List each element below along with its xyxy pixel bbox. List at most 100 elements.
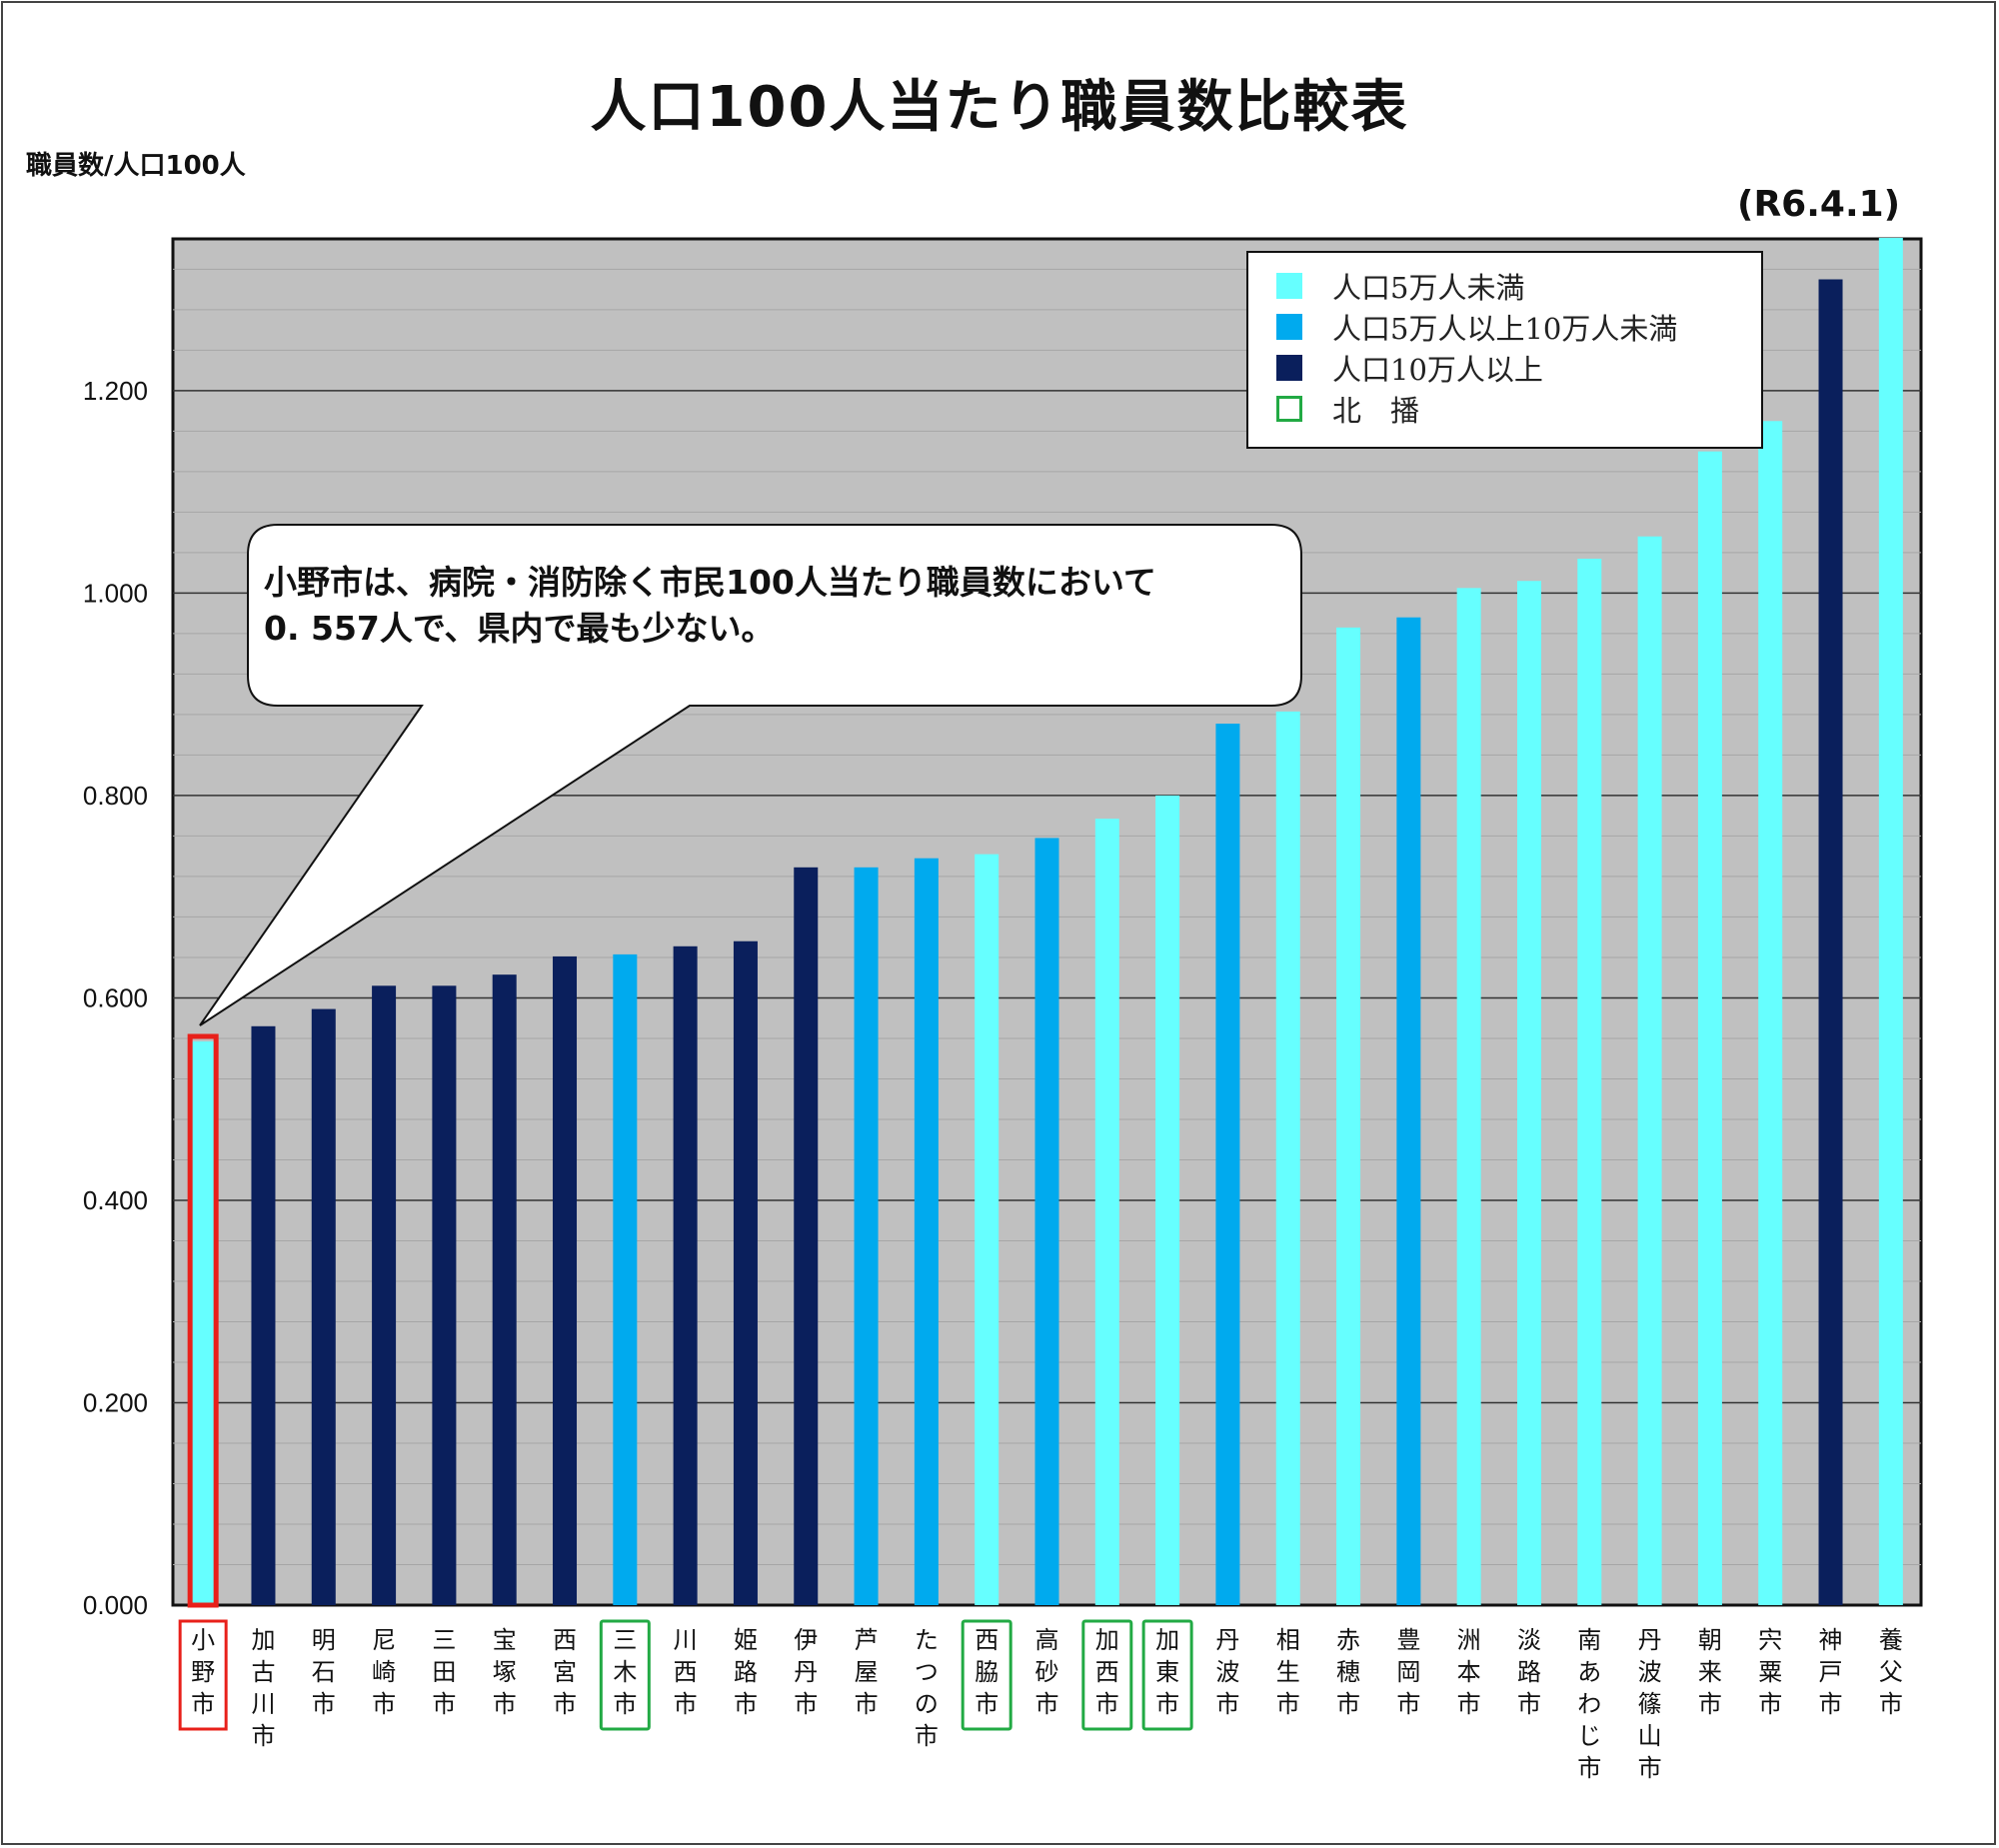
x-tick-char: 波	[1638, 1658, 1662, 1686]
x-tick-char: 穂	[1336, 1658, 1360, 1686]
x-tick-char: 木	[613, 1658, 637, 1686]
x-tick-char: 来	[1698, 1658, 1722, 1686]
bar	[432, 985, 457, 1605]
x-tick-char: た	[915, 1626, 939, 1654]
x-tick-char: 市	[432, 1690, 456, 1718]
x-tick-char: 市	[975, 1690, 999, 1718]
legend-swatch-hokuban	[1276, 395, 1302, 422]
hokuban-outline	[1141, 1619, 1193, 1731]
bar	[613, 953, 638, 1605]
x-tick-char: 西	[975, 1626, 999, 1654]
bar	[733, 940, 758, 1605]
x-tick-char: 小	[191, 1626, 215, 1654]
x-tick-char: 田	[432, 1658, 456, 1686]
y-axis-ticks: 0.000 0.200 0.400 0.600 0.800 1.000 1.200	[83, 376, 148, 1620]
y-tick-label: 0.800	[83, 781, 148, 811]
bar	[251, 1025, 276, 1605]
legend-swatch-large	[1276, 354, 1302, 381]
x-tick-char: 洲	[1457, 1626, 1481, 1654]
x-tick-char: 伊	[794, 1626, 818, 1654]
x-tick-char: 加	[251, 1626, 275, 1654]
bar	[1456, 588, 1481, 1605]
bar	[1758, 421, 1783, 1606]
x-tick-char: 東	[1155, 1658, 1179, 1686]
x-tick-char: 市	[312, 1690, 336, 1718]
x-tick-char: 戸	[1819, 1658, 1843, 1686]
bar	[794, 867, 819, 1605]
x-tick-char: 市	[493, 1690, 517, 1718]
x-tick-char: 加	[1095, 1626, 1119, 1654]
bar	[191, 1040, 216, 1605]
y-tick-label: 0.200	[83, 1387, 148, 1417]
x-tick-char: 塚	[493, 1658, 517, 1686]
x-tick-char: 市	[553, 1690, 577, 1718]
x-tick-char: 市	[915, 1722, 939, 1750]
x-tick-char: 市	[1396, 1690, 1420, 1718]
x-axis-labels: 小野市加古川市明石市尼崎市三田市宝塚市西宮市三木市川西市姫路市伊丹市芦屋市たつの…	[178, 1619, 1903, 1782]
x-tick-char: 神	[1819, 1626, 1843, 1654]
hokuban-outline	[599, 1619, 651, 1731]
x-tick-char: 市	[1035, 1690, 1059, 1718]
bar	[1577, 558, 1602, 1605]
x-tick-char: あ	[1577, 1658, 1601, 1686]
x-tick-char: 市	[1095, 1690, 1119, 1718]
x-tick-char: 市	[1638, 1754, 1662, 1782]
y-axis-unit-label: 職員数/人口100人	[26, 151, 246, 181]
bar	[1516, 581, 1541, 1605]
x-tick-char: 市	[191, 1690, 215, 1718]
x-tick-char: 宝	[493, 1626, 517, 1654]
callout-text: 小野市は、病院・消防除く市民100人当たり職員数において 0. 557人で、県内…	[264, 560, 1283, 652]
hokuban-outline	[961, 1619, 1012, 1731]
bar	[1094, 819, 1119, 1605]
x-tick-char: 市	[1698, 1690, 1722, 1718]
bar	[1878, 237, 1903, 1605]
bar	[1215, 724, 1240, 1605]
x-tick-char: 豊	[1396, 1626, 1420, 1654]
legend-label-medium: 人口5万人以上10万人未満	[1332, 311, 1678, 346]
x-tick-char: 丹	[794, 1658, 818, 1686]
x-tick-char: 篠	[1638, 1690, 1662, 1718]
y-tick-label: 0.600	[83, 982, 148, 1012]
bar	[1336, 627, 1361, 1605]
bar	[1637, 536, 1662, 1606]
callout-line-2: 0. 557人で、県内で最も少ない。	[264, 609, 775, 648]
callout-bubble	[199, 524, 1302, 1026]
bar	[1396, 617, 1421, 1605]
bar	[673, 945, 698, 1605]
x-tick-char: 古	[251, 1658, 275, 1686]
chart-title: 人口100人当たり職員数比較表	[590, 75, 1409, 140]
bar	[1034, 838, 1059, 1605]
bar	[854, 867, 879, 1605]
bars	[187, 237, 1903, 1608]
bar	[1818, 279, 1843, 1606]
legend-item-small: 人口5万人未満	[1276, 265, 1761, 306]
x-tick-char: 高	[1035, 1626, 1059, 1654]
x-tick-char: 市	[1336, 1690, 1360, 1718]
x-tick-char: 三	[432, 1626, 456, 1654]
x-tick-char: 波	[1215, 1658, 1239, 1686]
x-tick-char: 市	[372, 1690, 396, 1718]
x-tick-char: 市	[1819, 1690, 1843, 1718]
x-tick-char: 丹	[1638, 1626, 1662, 1654]
x-tick-char: 川	[674, 1626, 698, 1654]
x-tick-char: 赤	[1336, 1626, 1360, 1654]
x-tick-char: の	[915, 1690, 939, 1718]
legend-label-small: 人口5万人未満	[1332, 270, 1525, 305]
x-tick-char: 市	[1276, 1690, 1300, 1718]
x-tick-char: 西	[674, 1658, 698, 1686]
legend-label-hokuban: 北 播	[1332, 393, 1420, 428]
ono-bar-outline	[187, 1033, 219, 1608]
bar	[1697, 451, 1722, 1606]
x-tick-char: 尼	[372, 1626, 396, 1654]
x-tick-char: 市	[251, 1722, 275, 1750]
x-tick-char: 川	[251, 1690, 275, 1718]
x-tick-char: 宍	[1758, 1626, 1782, 1654]
bar	[1155, 795, 1180, 1605]
legend-swatch-medium	[1276, 313, 1302, 340]
x-tick-char: 市	[855, 1690, 879, 1718]
x-tick-char: 崎	[372, 1658, 396, 1686]
legend-swatch-small	[1276, 272, 1302, 299]
x-tick-char: 加	[1155, 1626, 1179, 1654]
